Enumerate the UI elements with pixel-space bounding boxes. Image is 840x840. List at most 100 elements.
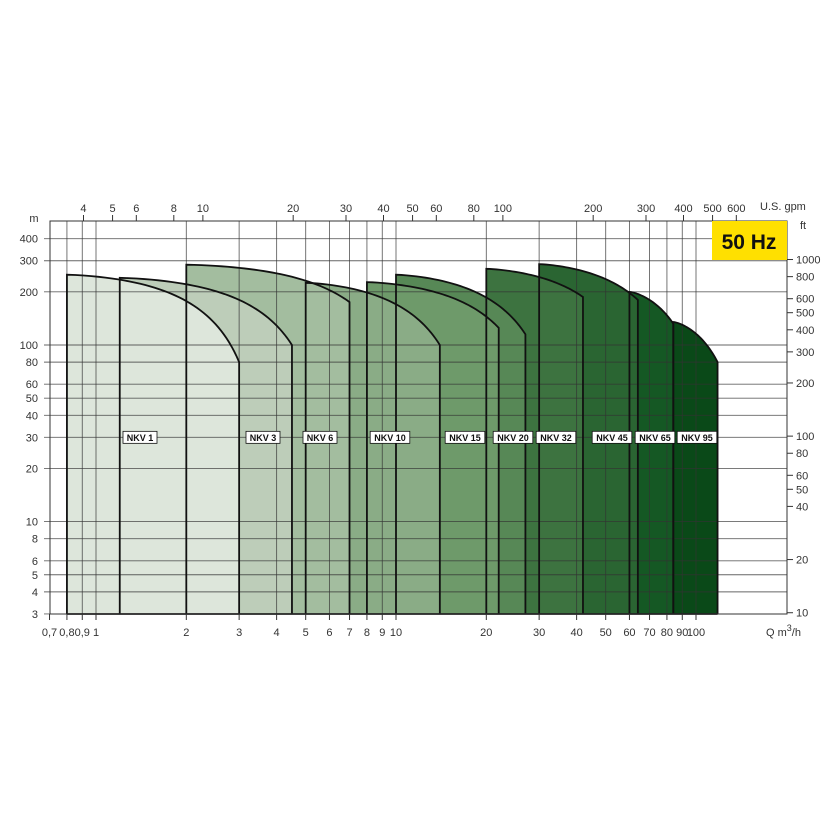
x-tick-label: 20 — [480, 627, 492, 639]
y-tick-label: 4 — [32, 587, 38, 599]
x-tick-label: 100 — [687, 627, 705, 639]
y-tick-label: 300 — [20, 256, 38, 268]
y-tick-label: 400 — [20, 234, 38, 246]
x2-tick-label: 100 — [494, 203, 512, 215]
y2-tick-label: 80 — [796, 448, 808, 460]
y-tick-label: 30 — [26, 432, 38, 444]
y2-tick-label: 600 — [796, 294, 814, 306]
x-tick-label: 7 — [346, 627, 352, 639]
x-tick-label: 40 — [570, 627, 582, 639]
x2-tick-label: 50 — [406, 203, 418, 215]
pump-label-box — [535, 430, 577, 444]
frequency-badge-text: 50 Hz — [722, 231, 777, 254]
pump-label: NKV 65 — [639, 433, 671, 443]
y2-tick-label: 400 — [796, 325, 814, 337]
x2-tick-label: 60 — [430, 203, 442, 215]
y2-axis-label: ft — [800, 220, 806, 232]
x-tick-label: 30 — [533, 627, 545, 639]
pump-curve — [485, 267, 584, 614]
y2-tick-label: 500 — [796, 308, 814, 320]
y2-tick-label: 1000 — [796, 255, 820, 267]
pump-label: NKV 32 — [540, 433, 572, 443]
x2-tick-label: 600 — [727, 203, 745, 215]
x2-tick-label: 40 — [377, 203, 389, 215]
x-tick-label: 2 — [183, 627, 189, 639]
x2-tick-label: 5 — [110, 203, 116, 215]
pump-curve — [628, 290, 675, 614]
y-tick-label: 20 — [26, 463, 38, 475]
pump-label-box — [676, 430, 718, 444]
pump-label-box — [634, 430, 676, 444]
y2-tick-label: 10 — [796, 608, 808, 620]
pump-label-box — [245, 430, 281, 444]
x-tick-label: 5 — [303, 627, 309, 639]
x2-tick-label: 20 — [287, 203, 299, 215]
x2-tick-label: 6 — [133, 203, 139, 215]
y-tick-label: 3 — [32, 609, 38, 621]
axes: 0,7 0,8 0,9 1 2 3 4 5 6 7 8 9 10 20 30 40 50 60 70 80 901004… — [20, 203, 821, 639]
pump-label-box — [591, 430, 633, 444]
pump-curve — [118, 276, 293, 614]
x-axis-label: Q m3/h — [766, 623, 801, 639]
x2-tick-label: 10 — [197, 203, 209, 215]
y-tick-label: 200 — [20, 287, 38, 299]
pump-label-box — [492, 430, 534, 444]
pump-label: NKV 20 — [497, 433, 529, 443]
x2-tick-label: 80 — [468, 203, 480, 215]
x-tick-label: 9 — [379, 627, 385, 639]
pump-curve — [672, 320, 719, 614]
x-tick-label: 50 — [600, 627, 612, 639]
x2-tick-label: 30 — [340, 203, 352, 215]
x-tick-label: 1 — [93, 627, 99, 639]
x-tick-label: 0,8 — [59, 627, 74, 639]
y2-tick-label: 60 — [796, 470, 808, 482]
y-tick-label: 40 — [26, 410, 38, 422]
y2-tick-label: 40 — [796, 501, 808, 513]
y2-tick-label: 50 — [796, 484, 808, 496]
pump-label-box — [122, 430, 158, 444]
pump-curve — [304, 281, 441, 614]
pump-curve — [66, 273, 241, 614]
pump-area-nkv-65 — [629, 291, 674, 614]
pump-label: NKV 10 — [374, 433, 406, 443]
pump-area-nkv-95 — [673, 321, 718, 614]
x-tick-label: 70 — [643, 627, 655, 639]
pump-labels: NKV 1 NKV 3 NKV 6 NKV 10 NKV 15 NKV 20 NKV 32 N… — [122, 430, 718, 444]
y-tick-label: 80 — [26, 357, 38, 369]
pump-curve — [185, 263, 351, 614]
x2-axis-label: U.S. gpm — [760, 201, 806, 213]
x2-tick-label: 4 — [80, 203, 86, 215]
x-tick-label: 10 — [390, 627, 402, 639]
y2-tick-label: 800 — [796, 272, 814, 284]
x-tick-label: 0,9 — [75, 627, 90, 639]
x-tick-label: 3 — [236, 627, 242, 639]
x-tick-label: 60 — [623, 627, 635, 639]
x2-tick-label: 400 — [674, 203, 692, 215]
y-tick-label: 10 — [26, 517, 38, 529]
pump-label: NKV 15 — [449, 433, 481, 443]
pump-label: NKV 3 — [250, 433, 277, 443]
pump-label: NKV 6 — [307, 433, 334, 443]
frequency-badge — [712, 221, 787, 260]
x2-tick-label: 300 — [637, 203, 655, 215]
y-tick-label: 100 — [20, 340, 38, 352]
pump-area-nkv-1 — [66, 274, 240, 614]
pump-label: NKV 95 — [681, 433, 713, 443]
pump-label-box — [444, 430, 486, 444]
y-tick-label: 6 — [32, 556, 38, 568]
x-tick-label: 90 — [676, 627, 688, 639]
x2-tick-label: 500 — [703, 203, 721, 215]
pump-curve — [395, 273, 527, 614]
y-axis-label: m — [29, 213, 38, 225]
pump-label-box — [302, 430, 338, 444]
x-tick-label: 6 — [326, 627, 332, 639]
pump-label: NKV 1 — [127, 433, 154, 443]
y-tick-label: 50 — [26, 393, 38, 405]
y-tick-label: 8 — [32, 534, 38, 546]
y2-tick-label: 200 — [796, 378, 814, 390]
x-tick-label: 4 — [274, 627, 280, 639]
pump-label: NKV 45 — [596, 433, 628, 443]
x-tick-label: 8 — [364, 627, 370, 639]
pump-label-box — [369, 430, 411, 444]
